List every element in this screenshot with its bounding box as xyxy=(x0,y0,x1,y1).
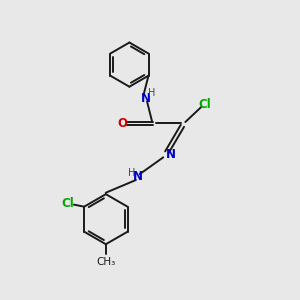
Text: CH₃: CH₃ xyxy=(96,257,116,268)
Text: Cl: Cl xyxy=(61,197,74,210)
Text: H: H xyxy=(148,88,156,98)
Text: O: O xyxy=(117,117,127,130)
Text: N: N xyxy=(141,92,151,105)
Text: Cl: Cl xyxy=(198,98,211,111)
Text: N: N xyxy=(166,148,176,161)
Text: H: H xyxy=(128,168,135,178)
Text: N: N xyxy=(133,170,143,183)
